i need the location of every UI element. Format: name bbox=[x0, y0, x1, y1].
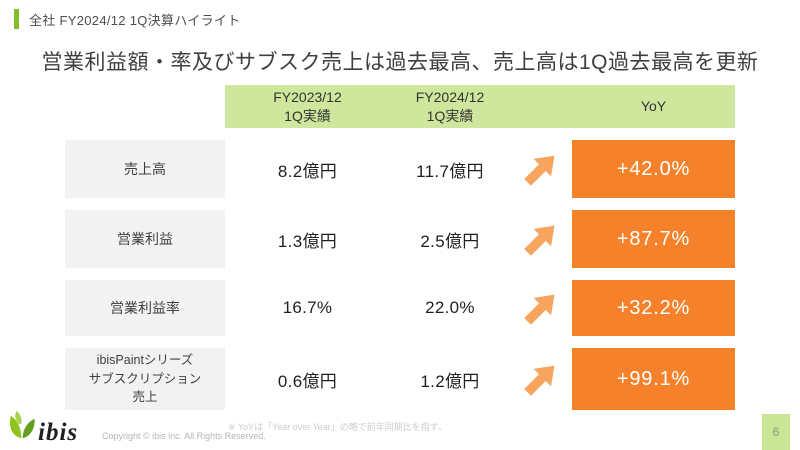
logo-wordmark: ibis bbox=[38, 419, 79, 446]
revenue-up-arrow-icon bbox=[510, 140, 572, 198]
revenue-fy2023-value: 8.2億円 bbox=[277, 161, 338, 181]
operating-margin-fy2023-value: 16.7% bbox=[282, 298, 333, 317]
operating-margin-up-arrow-icon bbox=[510, 280, 572, 336]
operating-profit-yoy-badge: +87.7% bbox=[572, 210, 735, 268]
row-label-subscription-revenue: ibisPaintシリーズ サブスクリプション 売上 bbox=[65, 348, 225, 410]
subscription-revenue-up-arrow-icon bbox=[510, 348, 572, 410]
revenue-fy2024-value: 11.7億円 bbox=[416, 161, 484, 181]
operating-profit-fy2024-value: 2.5億円 bbox=[420, 231, 480, 251]
kicker-label: 全社 FY2024/12 1Q決算ハイライト bbox=[29, 12, 241, 28]
col-header-fy2024: FY2024/12 1Q実績 bbox=[415, 88, 485, 124]
revenue-yoy-badge: +42.0% bbox=[572, 140, 735, 198]
subscription-revenue-fy2024-value: 1.2億円 bbox=[420, 371, 480, 391]
ibis-leaf-logo-icon bbox=[8, 410, 36, 445]
operating-margin-fy2024-value: 22.0% bbox=[425, 298, 475, 317]
accent-bar bbox=[14, 9, 19, 29]
page-title: 営業利益額・率及びサブスク売上は過去最高、売上高は1Q過去最高を更新 bbox=[41, 51, 759, 74]
company-logo: ibis bbox=[8, 410, 78, 445]
row-label-operating-profit: 営業利益 bbox=[65, 210, 225, 268]
operating-profit-fy2023-value: 1.3億円 bbox=[277, 231, 338, 251]
subscription-revenue-fy2023-value: 0.6億円 bbox=[277, 371, 338, 391]
col-header-fy2023: FY2023/12 1Q実績 bbox=[273, 88, 342, 124]
page-number-badge: 6 bbox=[762, 414, 790, 450]
operating-margin-yoy-badge: +32.2% bbox=[572, 280, 735, 336]
highlights-table: FY2023/12 1Q実績 FY2024/12 1Q実績 YoY 売上高 8.… bbox=[65, 85, 735, 410]
yoy-footnote: ※ YoYは「Year over Year」の略で前年同期比を指す。 bbox=[228, 422, 447, 432]
copyright-text: Copyright © ibis inc. All Rights Reserve… bbox=[102, 431, 266, 441]
col-header-yoy: YoY bbox=[640, 98, 667, 115]
subscription-revenue-yoy-badge: +99.1% bbox=[572, 348, 735, 410]
row-label-operating-margin: 営業利益率 bbox=[65, 280, 225, 336]
operating-profit-up-arrow-icon bbox=[510, 210, 572, 268]
row-label-revenue: 売上高 bbox=[65, 140, 225, 198]
section-kicker: 全社 FY2024/12 1Q決算ハイライト bbox=[14, 9, 241, 29]
table-header-background bbox=[225, 85, 735, 128]
